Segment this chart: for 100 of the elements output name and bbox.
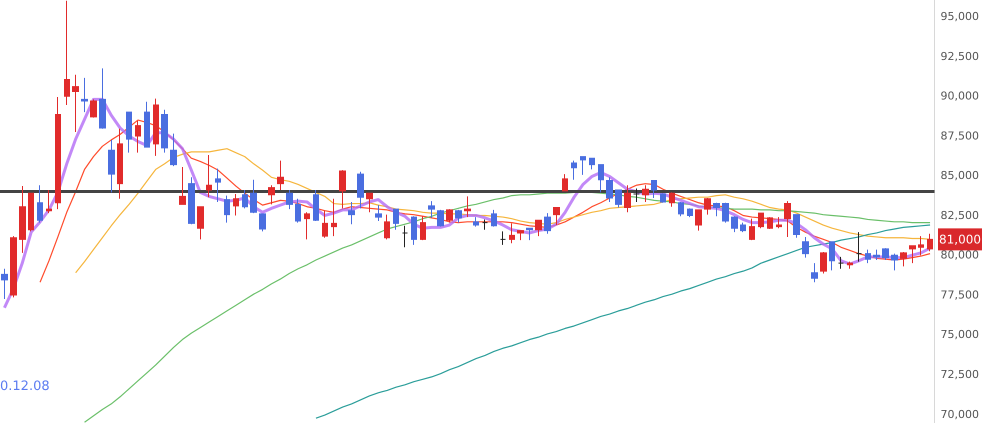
candlestick [1, 268, 8, 300]
candlestick [37, 184, 43, 224]
candlestick [366, 192, 373, 213]
candlestick [562, 174, 568, 192]
candlestick [224, 195, 230, 224]
candlestick [446, 208, 453, 224]
candlestick [64, 0, 70, 106]
candlestick [393, 208, 399, 230]
candlestick [865, 249, 871, 264]
candlestick [669, 192, 675, 208]
candlestick [46, 190, 52, 214]
candlestick [295, 198, 301, 224]
candlestick [784, 200, 791, 238]
candlestick [695, 209, 702, 232]
candlestick [464, 196, 471, 218]
candlestick [589, 158, 595, 170]
candlestick [758, 212, 764, 229]
y-tick-label: 70,000 [940, 408, 980, 421]
candlestick [722, 202, 729, 224]
candlestick [624, 184, 631, 213]
y-tick-label: 90,000 [940, 90, 980, 103]
candlestick [437, 209, 444, 228]
candlestick [277, 160, 284, 191]
candlestick [491, 209, 497, 228]
candlestick [909, 245, 916, 264]
candlestick [767, 216, 773, 230]
candlestick [215, 168, 221, 202]
candlestick [81, 77, 88, 113]
candlestick [731, 216, 738, 233]
line-series [75, 148, 931, 274]
candlestick [188, 176, 195, 225]
y-tick-label: 92,500 [940, 50, 980, 63]
y-tick-label: 87,500 [940, 129, 980, 142]
candlestick [322, 210, 328, 238]
line-series [315, 224, 931, 419]
line-series [84, 192, 931, 423]
candlestick [847, 261, 853, 270]
candlestick [660, 192, 666, 204]
candlestick [615, 190, 622, 208]
candlestick [517, 230, 524, 241]
candlestick [170, 133, 177, 167]
candlestick [918, 236, 924, 256]
candlestick [90, 98, 97, 118]
candlestick [553, 207, 560, 226]
y-tick-label: 80,000 [940, 248, 980, 262]
candlestick [455, 209, 462, 224]
candlestick [10, 236, 17, 298]
candlestick [740, 222, 746, 233]
candlestick [411, 216, 417, 246]
candlestick [704, 197, 711, 216]
candlestick [811, 262, 818, 283]
candlestick [55, 96, 61, 210]
candlestick [268, 184, 275, 205]
candlestick [197, 206, 204, 240]
candlestick [891, 253, 898, 271]
candlestick [339, 170, 346, 209]
annotation: 0.12.08 [0, 379, 50, 394]
candlestick [206, 154, 212, 198]
candlestick [927, 233, 933, 252]
candlestick [820, 252, 827, 274]
candlestick [153, 98, 159, 156]
candlestick [233, 194, 239, 216]
y-tick-label: 95,000 [940, 10, 980, 24]
candlestick [642, 184, 649, 202]
candlestick [384, 214, 390, 240]
candlestick [678, 201, 684, 217]
candlestick [776, 216, 782, 229]
candlestick [580, 156, 586, 176]
candlestick [687, 208, 693, 218]
candlestick [544, 212, 551, 234]
y-tick-label: 75,000 [940, 328, 980, 342]
candlestick [179, 166, 186, 205]
candlestick [242, 190, 248, 209]
candlestick [900, 252, 907, 267]
candlestick [331, 198, 337, 237]
y-tick-label: 85,000 [940, 169, 980, 182]
candlestick [144, 101, 150, 148]
candlestick [526, 228, 533, 241]
candlestick [304, 212, 310, 240]
candlestick [793, 214, 800, 238]
y-tick-label: 82,500 [940, 208, 980, 222]
candlestick [117, 128, 123, 200]
candlestick [286, 190, 293, 210]
candlestick [259, 213, 266, 232]
candlestick [108, 139, 115, 193]
candlestick [99, 68, 106, 130]
text: 81,000 [939, 232, 981, 246]
candlestick [135, 120, 141, 154]
candlestick [28, 192, 34, 232]
candlestick [535, 220, 542, 237]
candlestick [651, 180, 657, 198]
candlestick [749, 218, 755, 241]
candlestick [250, 179, 257, 214]
candlestick [482, 218, 488, 230]
candlestick [72, 74, 79, 132]
candlestick [473, 216, 479, 228]
candlestick [882, 248, 889, 260]
candlestick [375, 204, 382, 222]
candlestick [838, 256, 844, 270]
candlestick [633, 188, 640, 202]
